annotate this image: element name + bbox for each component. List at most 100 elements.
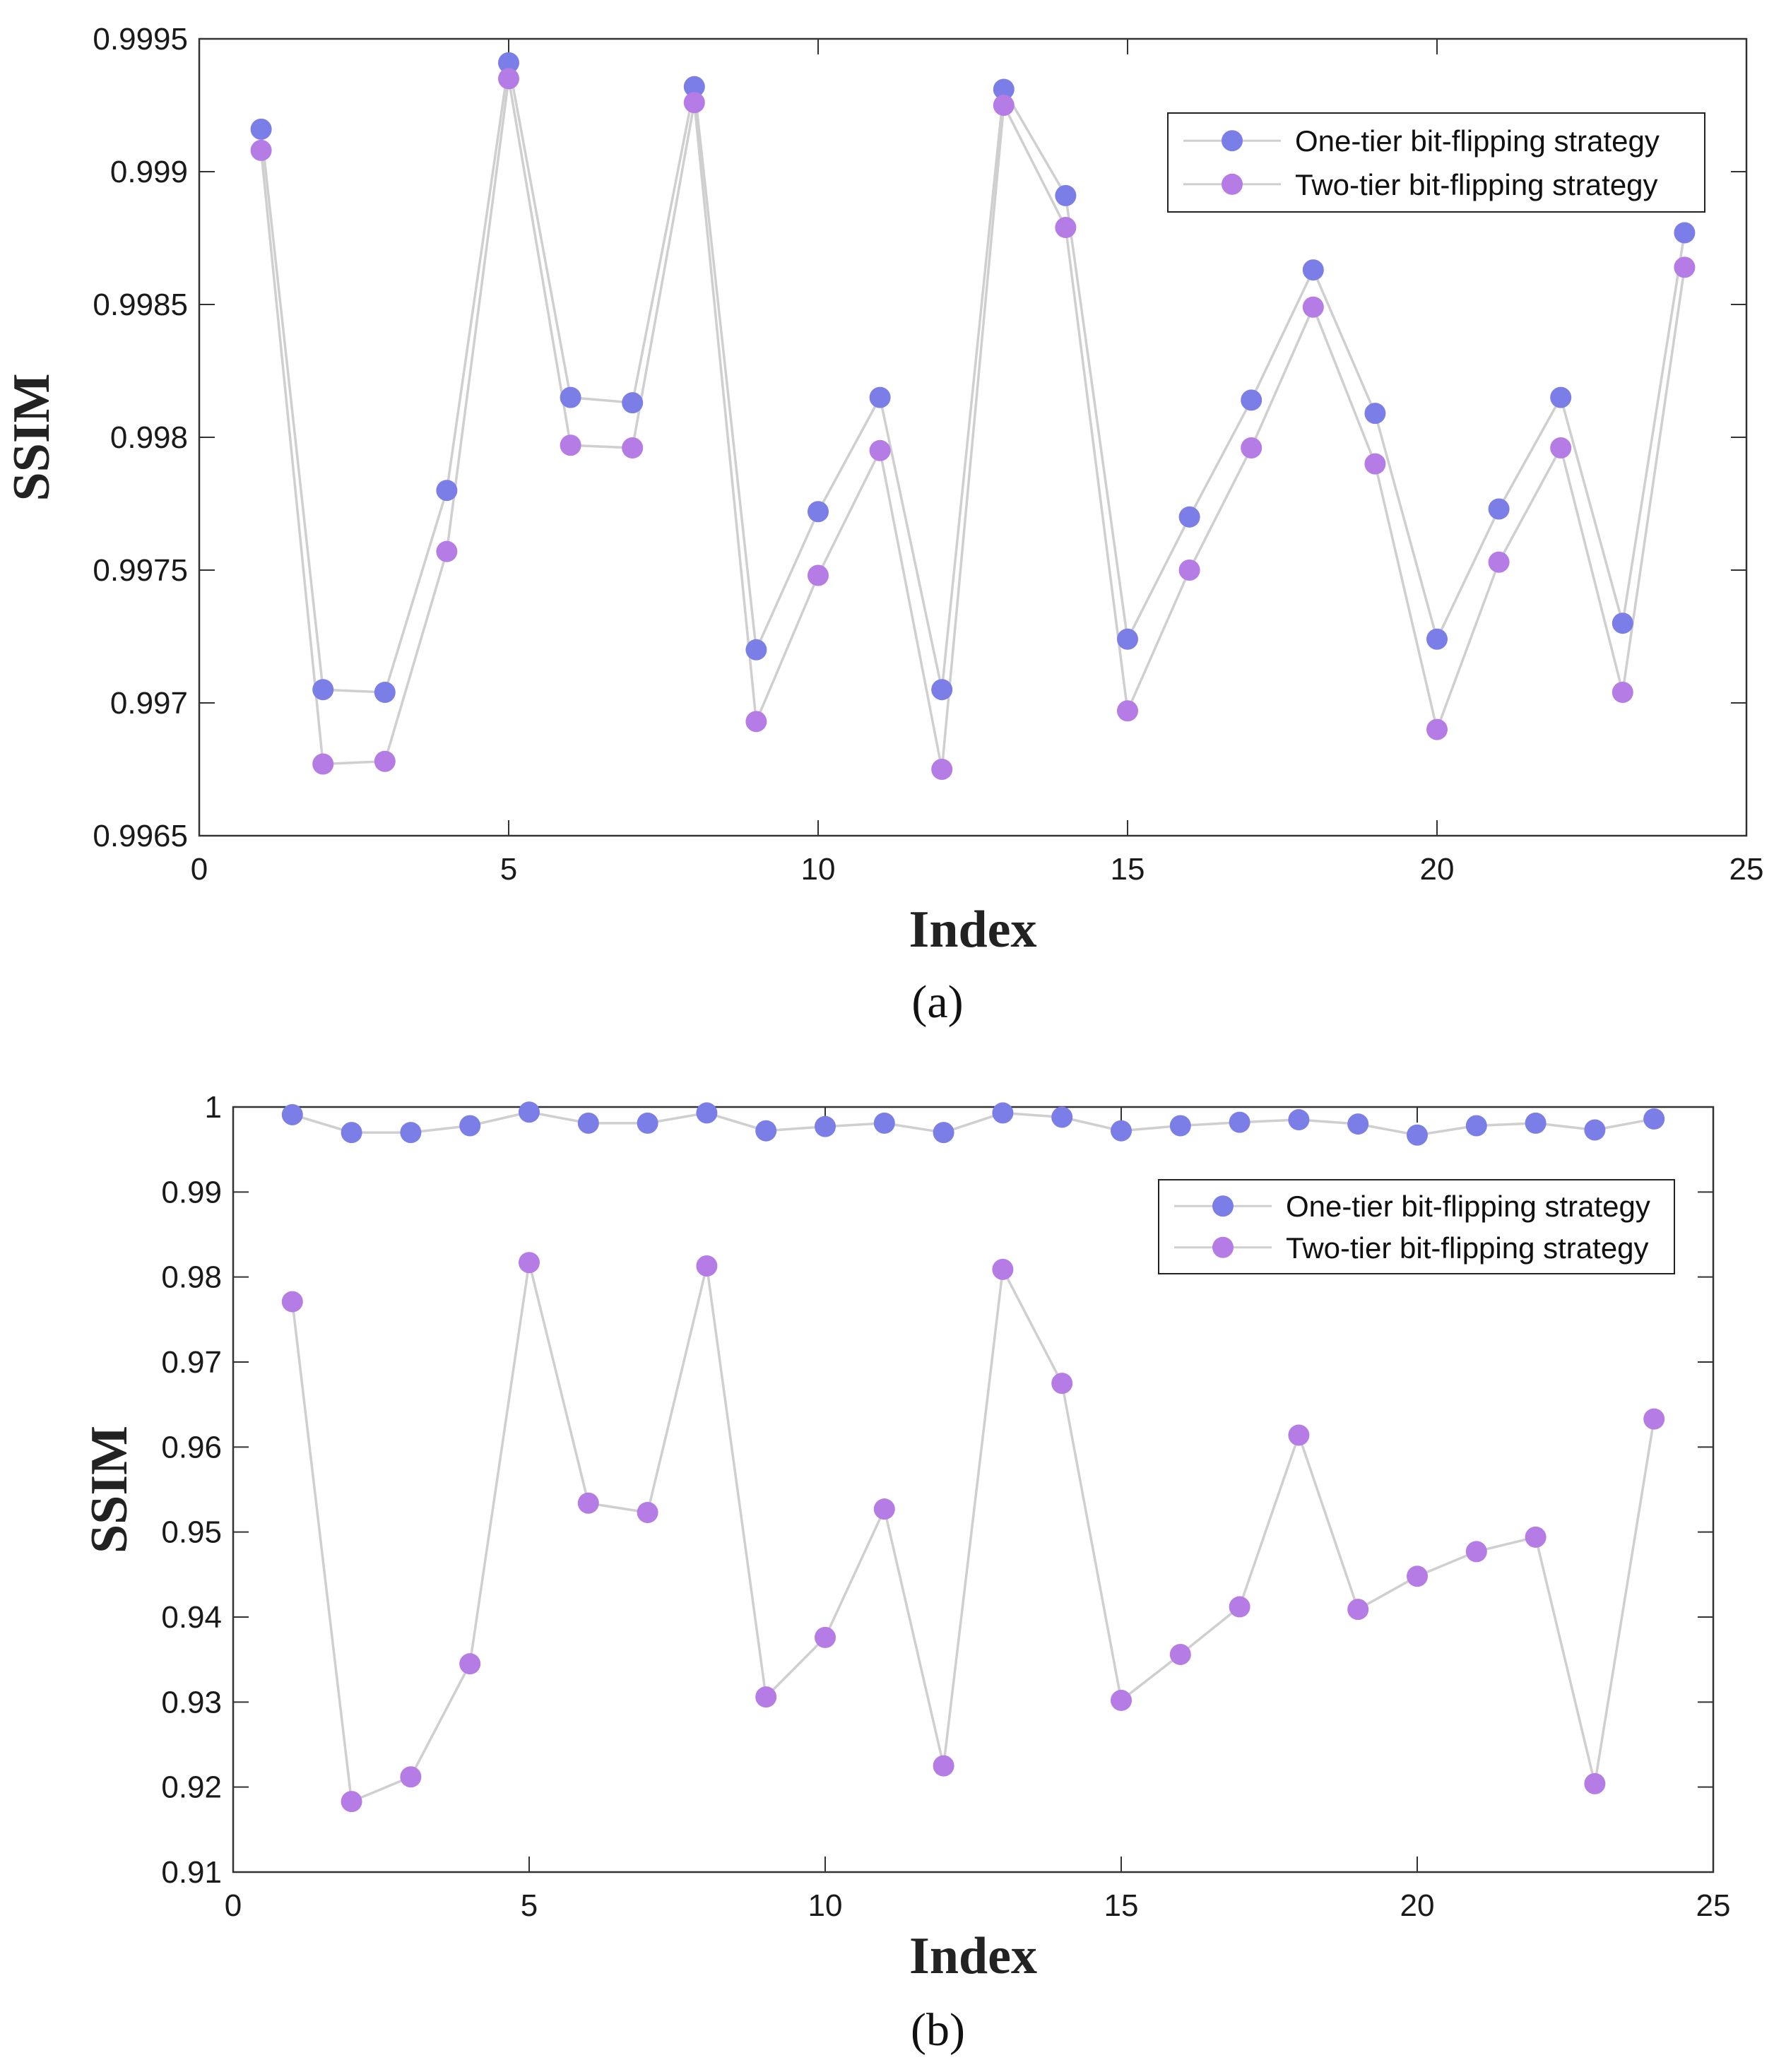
data-point-one-tier: [1055, 184, 1077, 206]
data-point-two-tier: [1051, 1373, 1073, 1395]
series-line-two-tier: [291, 1262, 1655, 1804]
y-tick-label: 0.95: [161, 1515, 222, 1550]
x-tick-label: 20: [1400, 1888, 1435, 1923]
data-point-two-tier: [622, 437, 644, 459]
legend-marker-two-tier-a: [1222, 173, 1243, 195]
y-tick-label: 0.9965: [93, 819, 188, 853]
data-point-two-tier: [341, 1791, 362, 1813]
data-point-one-tier: [1302, 259, 1324, 281]
data-point-one-tier: [1364, 403, 1386, 425]
y-ticks-b: 0.91 0.92 0.93 0.94 0.95 0.96 0.97 0.98 0.99 1: [161, 1090, 1713, 1890]
data-point-two-tier: [933, 1755, 954, 1777]
data-point-two-tier: [498, 68, 519, 90]
data-point-one-tier: [992, 1102, 1014, 1124]
data-point-one-tier: [808, 501, 829, 523]
data-point-one-tier: [341, 1122, 362, 1144]
legend-box-a: [1167, 112, 1705, 213]
data-point-two-tier: [873, 1498, 895, 1520]
data-point-one-tier: [519, 1101, 540, 1123]
data-point-one-tier: [498, 52, 519, 73]
x-tick-label: 10: [808, 1888, 843, 1923]
data-point-one-tier: [1051, 1106, 1073, 1128]
data-point-two-tier: [1169, 1643, 1191, 1665]
data-point-two-tier: [400, 1766, 422, 1788]
caption-b: (b): [911, 2004, 965, 2056]
data-point-two-tier: [1302, 296, 1324, 318]
data-point-one-tier: [1550, 386, 1572, 408]
data-point-two-tier: [1525, 1526, 1547, 1548]
x-tick-label: 10: [801, 852, 836, 887]
chart-panel-a: 0 5 10 15 20 25 0.99650.9970.99750.9980.99850…: [3, 22, 1763, 1028]
y-tick-label: 0.92: [161, 1770, 222, 1805]
data-point-two-tier: [1241, 437, 1263, 459]
data-point-one-tier: [560, 386, 581, 408]
data-point-one-tier: [1465, 1115, 1487, 1137]
data-point-one-tier: [1178, 506, 1200, 528]
data-point-one-tier: [1488, 498, 1510, 520]
legend-label-two-tier-a: Two-tier bit-flipping strategy: [1295, 168, 1658, 201]
y-tick-label: 0.97: [161, 1345, 222, 1380]
data-point-two-tier: [281, 1291, 303, 1313]
data-point-one-tier: [622, 392, 644, 414]
x-tick-label: 25: [1696, 1888, 1731, 1923]
data-point-two-tier: [808, 564, 829, 586]
data-point-two-tier: [637, 1501, 658, 1523]
data-point-one-tier: [1288, 1109, 1310, 1131]
y-tick-label: 0.9995: [93, 22, 188, 57]
data-point-one-tier: [1643, 1108, 1665, 1130]
y-tick-label: 0.93: [161, 1685, 222, 1719]
data-point-one-tier: [815, 1115, 836, 1137]
x-tick-label: 0: [225, 1888, 242, 1923]
data-point-one-tier: [312, 679, 334, 701]
data-point-two-tier: [374, 750, 396, 772]
data-point-two-tier: [992, 1258, 1014, 1280]
data-point-one-tier: [1584, 1119, 1606, 1141]
x-tick-label: 5: [521, 1888, 538, 1923]
x-ticks-b: 0 5 10 15 20 25: [225, 1107, 1731, 1923]
legend-b: One-tier bit-flipping strategy Two-tier …: [1158, 1179, 1675, 1274]
legend-marker-one-tier-a: [1222, 130, 1243, 152]
data-point-two-tier: [577, 1492, 599, 1514]
data-point-two-tier: [1347, 1599, 1369, 1621]
data-point-two-tier: [1111, 1689, 1132, 1711]
x-tick-label: 15: [1111, 852, 1145, 887]
y-tick-label: 0.96: [161, 1430, 222, 1464]
data-point-one-tier: [1407, 1124, 1428, 1146]
data-point-two-tier: [250, 139, 272, 161]
data-point-two-tier: [312, 753, 334, 775]
x-tick-label: 5: [500, 852, 517, 887]
data-point-two-tier: [436, 540, 458, 562]
data-point-two-tier: [459, 1653, 481, 1675]
data-point-one-tier: [1117, 628, 1138, 650]
y-tick-label: 0.999: [110, 155, 188, 189]
data-point-one-tier: [1241, 389, 1263, 411]
y-tick-label: 1: [205, 1090, 222, 1125]
y-tick-label: 0.91: [161, 1855, 222, 1890]
data-point-two-tier: [1364, 453, 1386, 475]
x-tick-label: 25: [1729, 852, 1764, 887]
series-line-one-tier: [292, 1111, 1655, 1137]
data-point-two-tier: [1407, 1565, 1428, 1587]
data-point-two-tier: [519, 1252, 540, 1274]
data-point-one-tier: [745, 639, 767, 661]
x-axis-label-a: Index: [909, 901, 1037, 959]
data-point-two-tier: [1550, 437, 1572, 459]
caption-a: (a): [911, 976, 963, 1028]
data-point-one-tier: [250, 118, 272, 140]
y-tick-label: 0.99: [161, 1175, 222, 1209]
y-tick-label: 0.9985: [93, 288, 188, 322]
data-point-one-tier: [931, 679, 953, 701]
data-point-two-tier: [1055, 216, 1077, 238]
data-point-two-tier: [1584, 1772, 1606, 1794]
plot-area-b: [232, 1106, 1715, 1873]
data-point-one-tier: [1229, 1111, 1250, 1133]
y-tick-label: 0.98: [161, 1260, 222, 1295]
y-tick-label: 0.998: [110, 420, 188, 455]
data-point-two-tier: [755, 1686, 777, 1708]
data-point-one-tier: [683, 76, 705, 97]
data-point-two-tier: [1117, 700, 1138, 722]
series-line-one-tier: [259, 62, 1686, 694]
data-point-two-tier: [560, 434, 581, 456]
data-point-one-tier: [1426, 628, 1448, 650]
series-lines-a: [259, 62, 1686, 770]
